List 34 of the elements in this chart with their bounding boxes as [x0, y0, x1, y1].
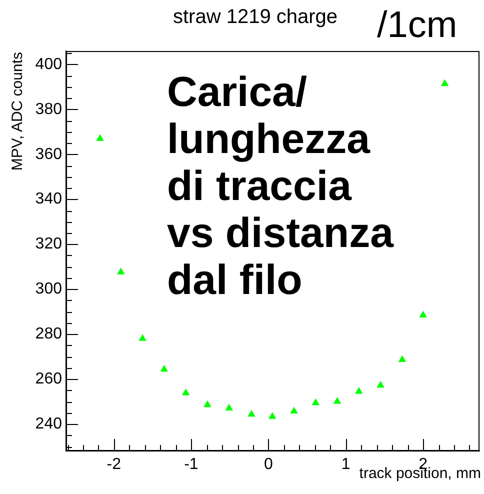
x-tick-label: -1 [184, 456, 198, 474]
chart-subtitle: /1cm [377, 4, 458, 45]
y-tick-label: 320 [35, 236, 62, 253]
point [160, 364, 168, 372]
y-tick-label: 300 [35, 280, 62, 298]
point [419, 310, 427, 318]
y-tick-label: 280 [35, 326, 62, 343]
point [333, 397, 342, 404]
x-tick-label: -2 [106, 456, 122, 474]
point [440, 79, 449, 86]
point [204, 400, 212, 408]
point [116, 268, 125, 274]
point [268, 412, 276, 419]
x-tick-label: 1 [341, 456, 350, 474]
point [355, 386, 363, 394]
y-tick-label: 360 [35, 146, 62, 163]
point [376, 380, 384, 388]
point [248, 410, 256, 417]
point [312, 398, 320, 406]
point [225, 404, 233, 411]
x-tick-label: 0 [264, 456, 274, 474]
y-tick-label: 240 [35, 415, 62, 432]
point [138, 334, 146, 341]
point [96, 134, 104, 141]
annotation: Carica/ lunghezza di traccia vs distanza dal filo [167, 68, 394, 303]
y-axis-title: MPV, ADC counts [9, 52, 26, 171]
y-tick-label: 380 [35, 100, 62, 118]
chart-title: straw 1219 charge [173, 6, 338, 28]
y-tick-label: 400 [35, 56, 62, 73]
point [290, 406, 298, 414]
y-tick-label: 340 [35, 190, 62, 208]
y-tick-label: 260 [35, 370, 62, 388]
point [398, 355, 406, 362]
point [182, 388, 190, 396]
